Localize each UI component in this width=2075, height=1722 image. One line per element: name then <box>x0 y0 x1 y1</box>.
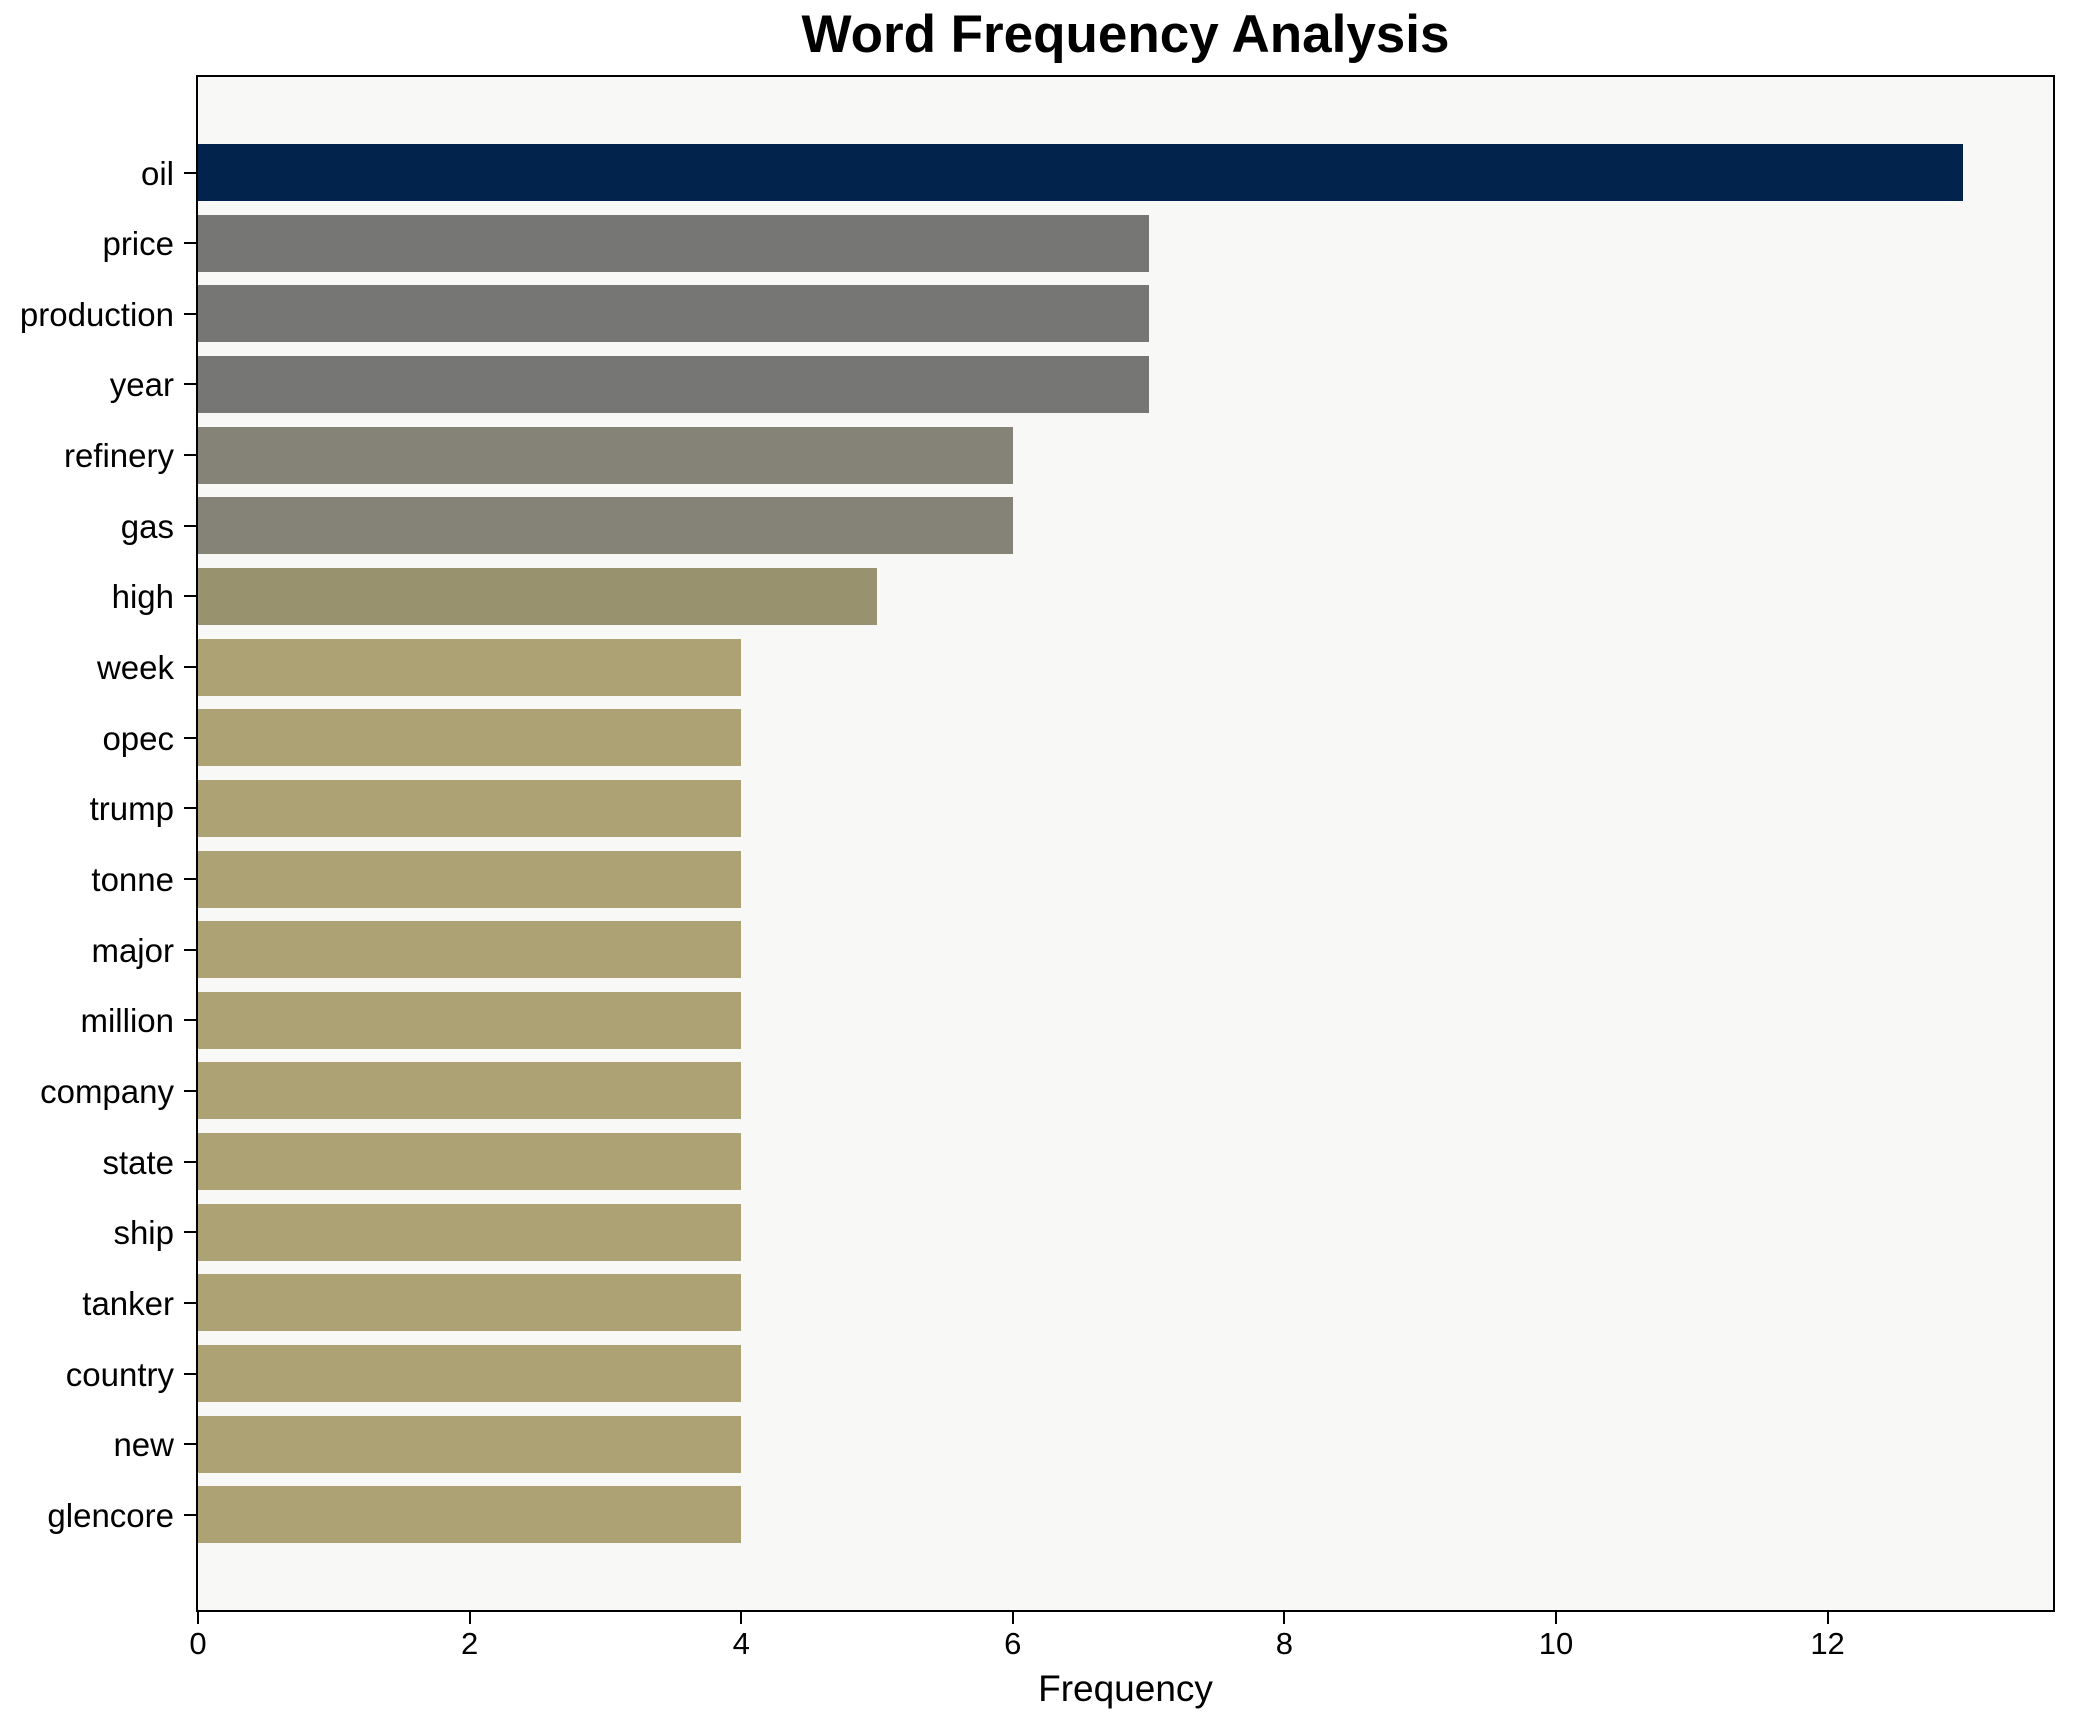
x-tick-mark <box>1283 1612 1286 1624</box>
bar-high <box>198 567 877 625</box>
x-tick-mark <box>1554 1612 1557 1624</box>
bar-gas <box>198 497 1013 555</box>
bar-million <box>198 991 742 1049</box>
y-tick-label-refinery: refinery <box>63 437 174 475</box>
x-tick-label-10: 10 <box>1538 1626 1574 1661</box>
y-tick-label-million: million <box>80 1002 174 1040</box>
bar-ship <box>198 1203 742 1261</box>
y-tick-mark <box>184 666 196 669</box>
y-tick-label-new: new <box>113 1426 174 1464</box>
x-axis-label: Frequency <box>1038 1668 1213 1709</box>
y-tick-label-tanker: tanker <box>82 1284 174 1322</box>
bar-company <box>198 1062 742 1120</box>
bar-trump <box>198 779 742 837</box>
y-tick-mark <box>184 383 196 386</box>
bar-glencore <box>198 1486 742 1544</box>
x-tick-label-4: 4 <box>732 1626 750 1661</box>
y-tick-mark <box>184 1513 196 1516</box>
y-tick-mark <box>184 878 196 880</box>
y-tick-mark <box>184 1372 196 1375</box>
bar-major <box>198 921 742 979</box>
bar-country <box>198 1345 742 1403</box>
y-tick-label-company: company <box>40 1072 174 1110</box>
x-tick-mark <box>197 1612 199 1624</box>
bar-year <box>198 355 1149 413</box>
x-tick-mark <box>1826 1612 1829 1624</box>
y-tick-label-state: state <box>102 1143 174 1181</box>
bar-price <box>198 214 1149 272</box>
y-tick-label-week: week <box>96 649 174 687</box>
y-tick-label-production: production <box>19 295 174 333</box>
y-tick-label-oil: oil <box>140 154 174 192</box>
y-tick-label-year: year <box>109 366 174 404</box>
bar-state <box>198 1133 742 1191</box>
y-tick-mark <box>184 1443 196 1446</box>
y-tick-mark <box>184 948 196 951</box>
y-tick-label-major: major <box>91 931 174 969</box>
y-tick-mark <box>184 736 196 739</box>
x-tick-label-2: 2 <box>460 1626 479 1661</box>
y-tick-mark <box>184 595 196 598</box>
y-tick-label-price: price <box>102 225 174 263</box>
y-tick-mark <box>184 1231 196 1234</box>
bar-new <box>198 1415 742 1473</box>
bar-oil <box>198 144 1964 201</box>
bar-opec <box>198 709 742 767</box>
y-tick-label-opec: opec <box>102 719 174 757</box>
y-tick-label-tonne: tonne <box>91 861 174 898</box>
x-tick-label-0: 0 <box>189 1626 207 1661</box>
y-tick-mark <box>184 242 196 245</box>
x-tick-label-12: 12 <box>1810 1626 1845 1661</box>
bar-refinery <box>198 426 1013 484</box>
y-tick-mark <box>184 454 196 457</box>
y-tick-mark <box>184 524 196 527</box>
y-tick-label-ship: ship <box>113 1214 174 1252</box>
y-tick-label-high: high <box>111 578 174 616</box>
y-tick-label-glencore: glencore <box>47 1496 174 1534</box>
y-tick-mark <box>184 807 196 810</box>
y-tick-mark <box>184 1160 196 1163</box>
x-tick-mark <box>468 1612 471 1624</box>
y-tick-mark <box>184 1089 196 1092</box>
y-tick-label-trump: trump <box>89 790 174 828</box>
chart-title: Word Frequency Analysis <box>801 5 1450 64</box>
y-tick-label-gas: gas <box>120 507 174 545</box>
bar-tanker <box>198 1274 742 1332</box>
y-tick-mark <box>184 171 196 174</box>
x-tick-mark <box>1011 1612 1014 1624</box>
y-tick-mark <box>184 312 196 315</box>
x-tick-label-6: 6 <box>1004 1626 1022 1661</box>
y-tick-label-country: country <box>65 1355 174 1393</box>
x-tick-label-8: 8 <box>1275 1626 1293 1661</box>
plot-area <box>196 75 2055 1612</box>
bar-week <box>198 638 742 696</box>
y-tick-mark <box>184 1301 196 1304</box>
y-tick-mark <box>184 1019 196 1022</box>
x-tick-mark <box>740 1612 743 1624</box>
bar-production <box>198 285 1149 343</box>
bar-tonne <box>198 850 742 908</box>
